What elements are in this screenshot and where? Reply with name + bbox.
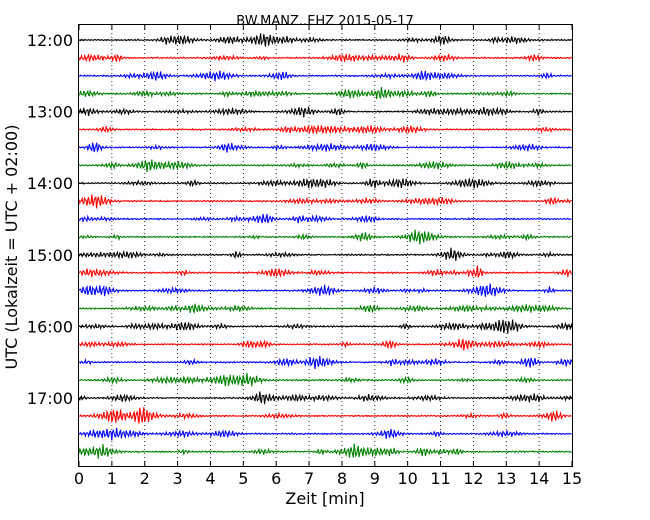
trace-15	[78, 283, 573, 297]
x-tick-label-3: 3	[173, 469, 183, 488]
plot-frame	[78, 24, 573, 467]
trace-12	[78, 229, 573, 245]
y-tick-label-1: 13:00	[27, 103, 73, 122]
trace-13	[78, 247, 573, 261]
x-tick-label-0: 0	[74, 469, 84, 488]
x-tick-label-11: 11	[430, 469, 450, 488]
trace-21	[78, 391, 573, 405]
chart-title: BW.MANZ..EHZ 2015-05-17	[236, 14, 414, 29]
trace-9	[78, 177, 572, 189]
trace-20	[78, 372, 573, 387]
trace-17	[78, 319, 573, 334]
trace-7	[78, 142, 573, 153]
x-tick-label-9: 9	[370, 469, 380, 488]
y-axis: 12:00 13:00 14:00 15:00 16:00 17:00	[27, 31, 572, 408]
y-tick-label-4: 16:00	[27, 317, 73, 336]
x-axis: 0 1 2 3 4 5 6 7 8 9 10 11 12 13 14 15	[74, 25, 582, 488]
x-tick-label-10: 10	[397, 469, 417, 488]
trace-8	[78, 159, 573, 173]
x-tick-label-4: 4	[205, 469, 215, 488]
trace-10	[78, 194, 572, 209]
x-tick-label-7: 7	[304, 469, 314, 488]
x-tick-label-2: 2	[140, 469, 150, 488]
trace-19	[78, 356, 573, 370]
trace-11	[78, 213, 572, 224]
y-axis-label: UTC (Lokalzeit = UTC + 02:00)	[2, 125, 21, 370]
grid-lines	[111, 25, 540, 466]
x-tick-label-5: 5	[238, 469, 248, 488]
trace-24	[78, 443, 573, 459]
x-tick-label-8: 8	[337, 469, 347, 488]
trace-22	[78, 407, 572, 424]
x-tick-label-13: 13	[496, 469, 516, 488]
trace-1	[78, 33, 573, 47]
trace-5	[78, 106, 573, 118]
y-tick-label-0: 12:00	[27, 31, 73, 50]
x-tick-label-14: 14	[529, 469, 549, 488]
x-tick-label-6: 6	[271, 469, 281, 488]
y-tick-label-3: 15:00	[27, 246, 73, 265]
x-tick-label-1: 1	[107, 469, 117, 488]
trace-23	[78, 427, 572, 441]
x-tick-label-12: 12	[463, 469, 483, 488]
trace-2	[78, 53, 573, 63]
trace-3	[78, 70, 572, 82]
trace-4	[78, 86, 572, 100]
trace-18	[78, 338, 573, 351]
trace-lines	[78, 33, 573, 459]
trace-6	[78, 124, 572, 135]
y-tick-label-5: 17:00	[27, 389, 73, 408]
trace-16	[78, 303, 573, 315]
trace-14	[78, 265, 573, 279]
x-axis-label: Zeit [min]	[285, 489, 364, 508]
x-tick-label-15: 15	[562, 469, 582, 488]
y-tick-label-2: 14:00	[27, 174, 73, 193]
